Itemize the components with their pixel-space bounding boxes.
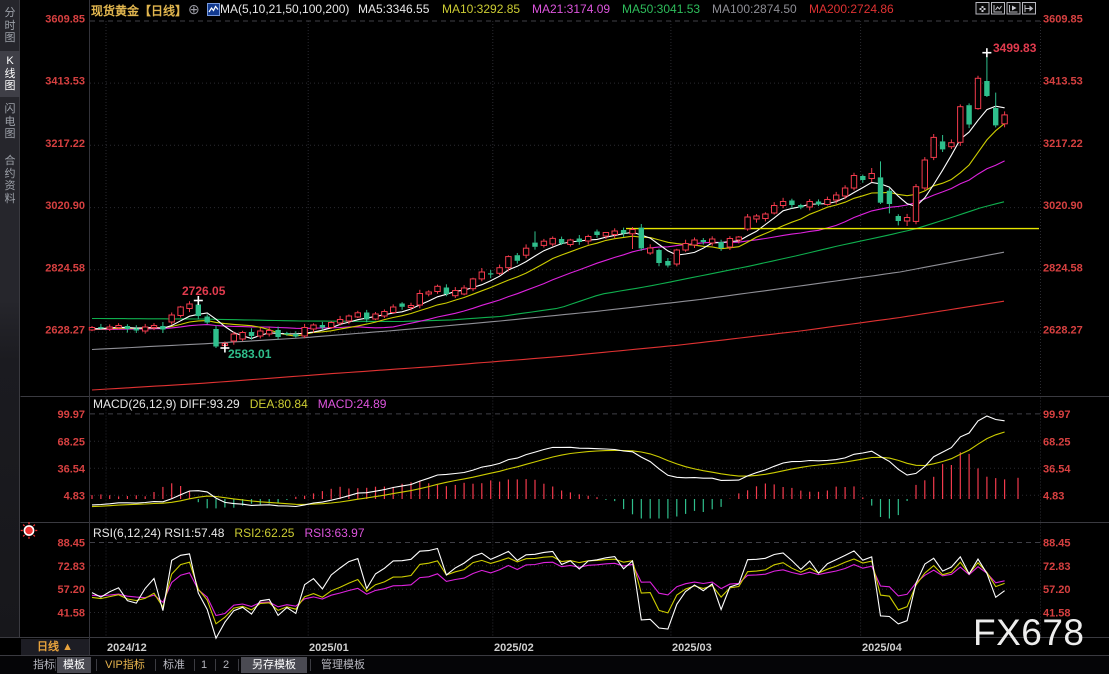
svg-text:57.20: 57.20 bbox=[1043, 584, 1071, 596]
svg-text:88.45: 88.45 bbox=[57, 538, 85, 550]
svg-text:4.83: 4.83 bbox=[1043, 490, 1064, 502]
svg-text:2025/02: 2025/02 bbox=[494, 642, 534, 654]
svg-text:99.97: 99.97 bbox=[57, 409, 85, 421]
svg-text:68.25: 68.25 bbox=[57, 436, 85, 448]
svg-text:3499.83: 3499.83 bbox=[993, 41, 1037, 55]
svg-text:3413.53: 3413.53 bbox=[1043, 76, 1083, 88]
svg-text:2824.58: 2824.58 bbox=[45, 262, 85, 274]
svg-text:88.45: 88.45 bbox=[1043, 538, 1071, 550]
svg-text:2025/04: 2025/04 bbox=[862, 642, 903, 654]
svg-text:MACD(26,12,9) DIFF:93.29 DEA: MACD(26,12,9) DIFF:93.29 DEA:80.84 MACD:… bbox=[93, 397, 387, 411]
svg-text:2025/03: 2025/03 bbox=[672, 642, 712, 654]
svg-text:36.54: 36.54 bbox=[1043, 463, 1071, 475]
svg-text:3020.90: 3020.90 bbox=[45, 200, 85, 212]
svg-text:72.83: 72.83 bbox=[57, 561, 85, 573]
svg-text:4.83: 4.83 bbox=[64, 490, 85, 502]
svg-text:2025/01: 2025/01 bbox=[309, 642, 349, 654]
svg-text:2024/12: 2024/12 bbox=[107, 642, 147, 654]
svg-text:2583.01: 2583.01 bbox=[228, 347, 272, 361]
svg-text:36.54: 36.54 bbox=[57, 463, 85, 475]
svg-text:3020.90: 3020.90 bbox=[1043, 200, 1083, 212]
svg-text:41.58: 41.58 bbox=[57, 608, 85, 620]
svg-text:2824.58: 2824.58 bbox=[1043, 262, 1083, 274]
svg-text:2726.05: 2726.05 bbox=[182, 284, 226, 298]
svg-text:57.20: 57.20 bbox=[57, 584, 85, 596]
svg-text:2628.27: 2628.27 bbox=[1043, 325, 1083, 337]
svg-text:3609.85: 3609.85 bbox=[1043, 14, 1083, 26]
svg-text:3217.22: 3217.22 bbox=[45, 138, 85, 150]
svg-text:72.83: 72.83 bbox=[1043, 561, 1071, 573]
svg-text:3609.85: 3609.85 bbox=[45, 14, 85, 26]
svg-text:RSI(6,12,24) RSI1:57.48 RSI2: RSI(6,12,24) RSI1:57.48 RSI2:62.25 RSI3:… bbox=[93, 526, 365, 540]
svg-text:2628.27: 2628.27 bbox=[45, 325, 85, 337]
svg-text:41.58: 41.58 bbox=[1043, 608, 1071, 620]
svg-text:68.25: 68.25 bbox=[1043, 436, 1071, 448]
svg-text:3413.53: 3413.53 bbox=[45, 76, 85, 88]
svg-text:3217.22: 3217.22 bbox=[1043, 138, 1083, 150]
svg-text:99.97: 99.97 bbox=[1043, 409, 1071, 421]
